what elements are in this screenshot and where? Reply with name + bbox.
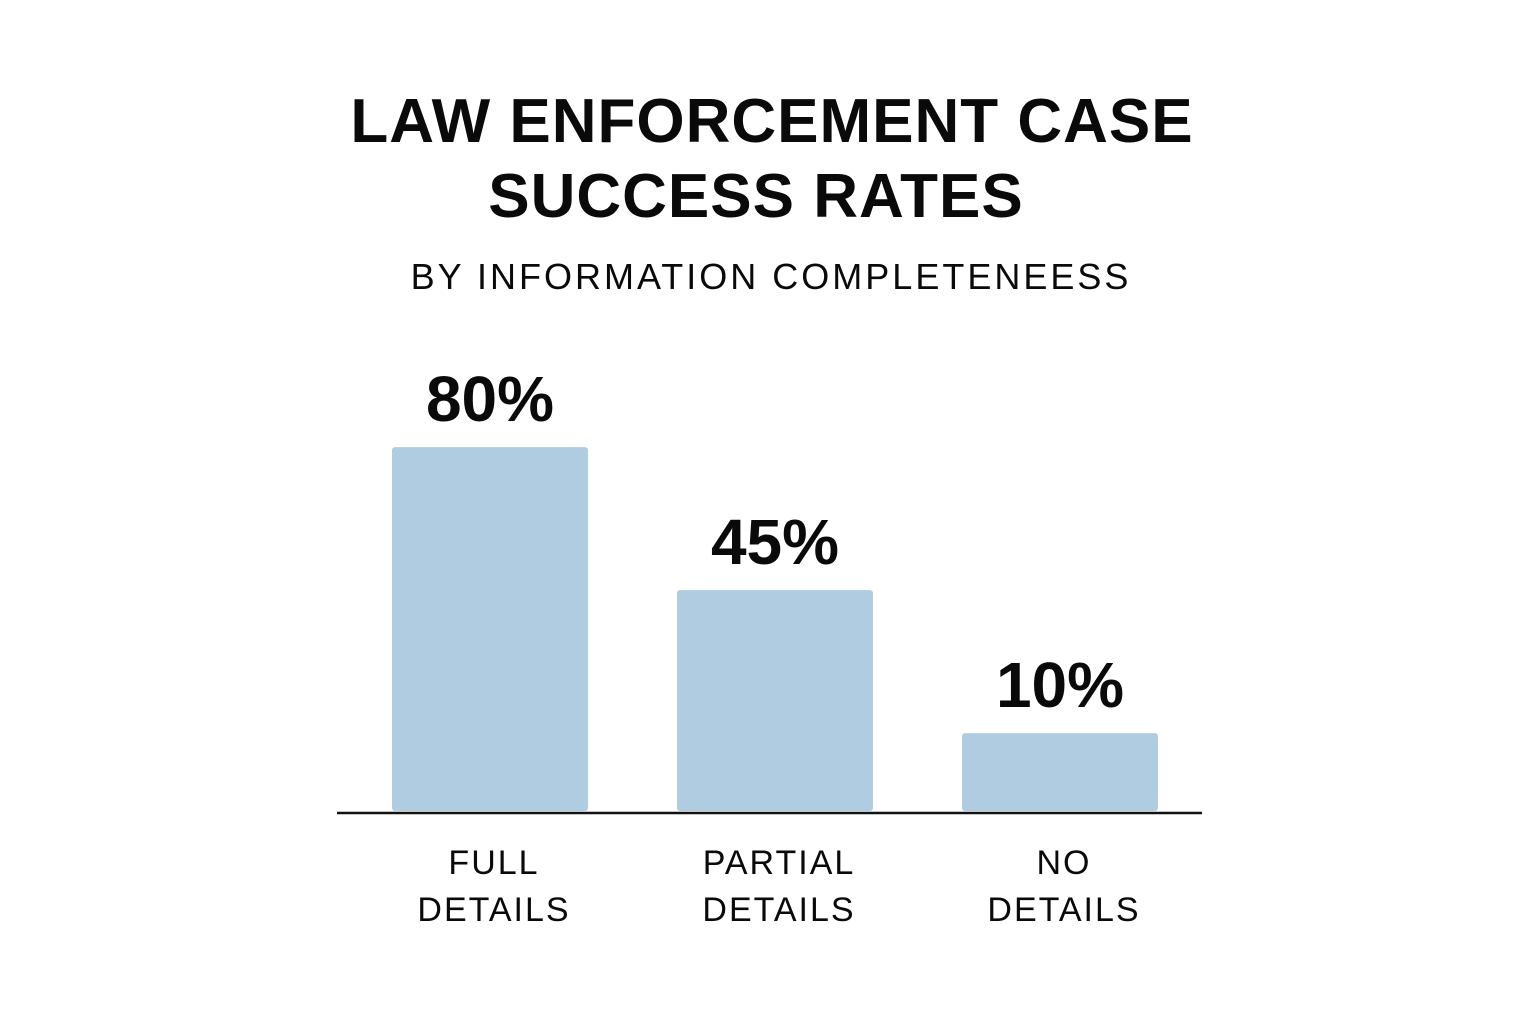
value-label-0: 80% [426,363,554,435]
chart-subtitle: BY INFORMATION COMPLETENEESS [410,256,1132,297]
category-label-1-line-1: DETAILS [702,891,855,929]
category-label-2-line-0: NO [1037,844,1092,882]
chart-title-line-1: LAW ENFORCEMENT CASE [350,87,1194,156]
bar-0 [392,447,588,811]
value-label-2: 10% [996,649,1124,721]
category-label-0-line-0: FULL [448,844,539,882]
chart-title-line-2: SUCCESS RATES [488,162,1024,231]
category-label-1-line-0: PARTIAL [703,844,856,882]
category-label-2-line-1: DETAILS [987,891,1140,929]
bar-1 [677,590,873,811]
value-label-1: 45% [711,506,839,578]
category-label-0-line-1: DETAILS [417,891,570,929]
bar-2 [962,733,1158,811]
